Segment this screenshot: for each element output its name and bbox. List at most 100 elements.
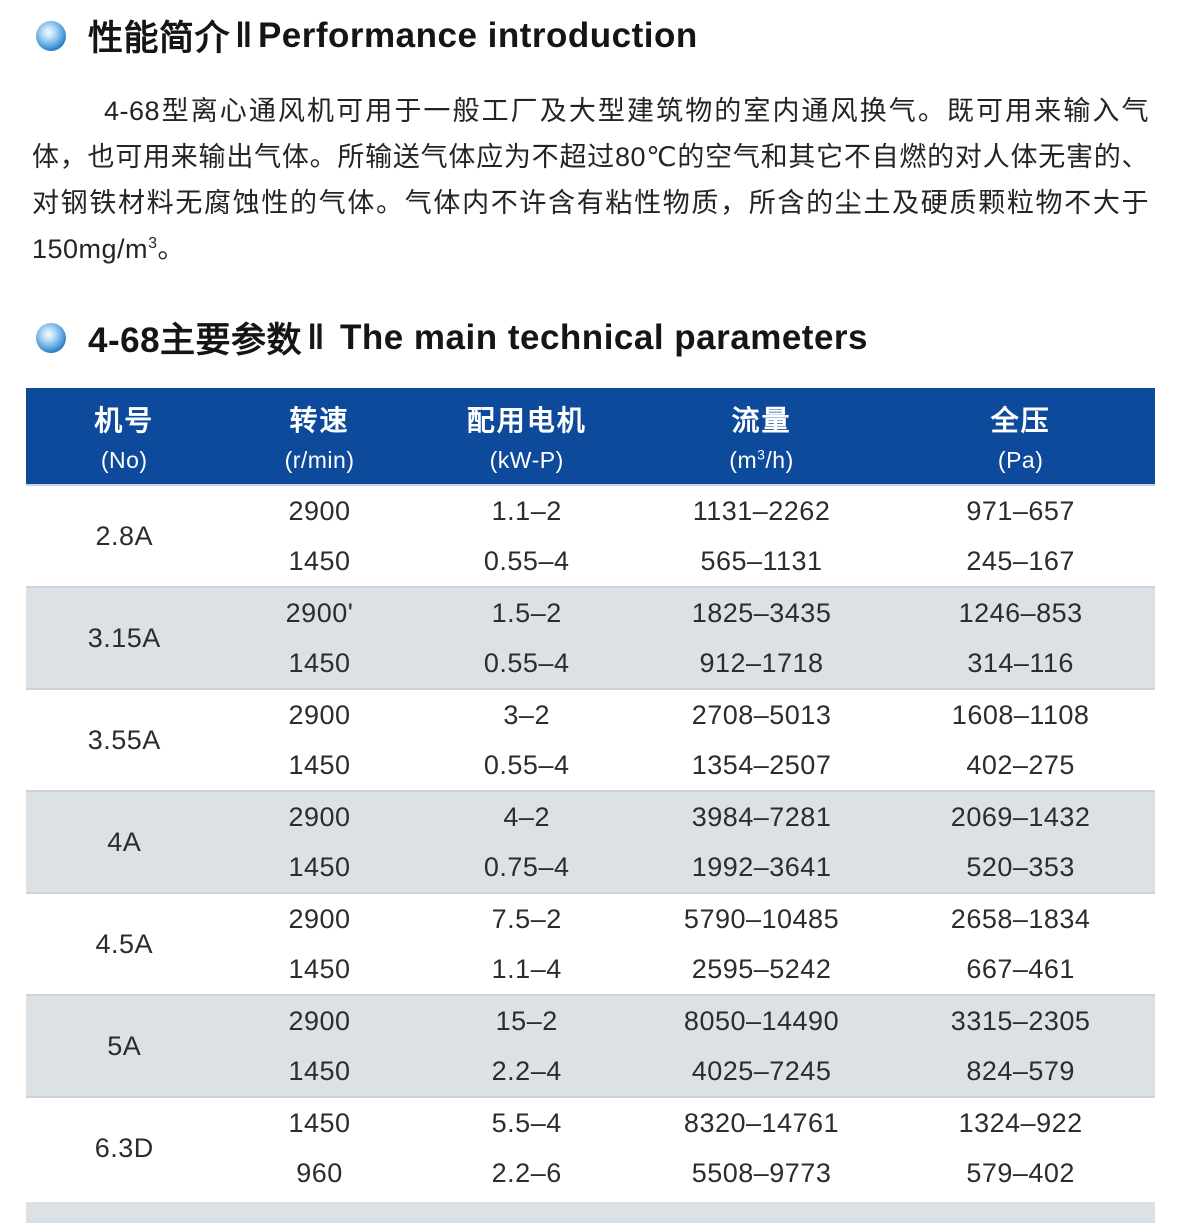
col-header-pressure: 全压 (Pa) bbox=[886, 388, 1155, 485]
motor-cell: 15–2 bbox=[416, 994, 637, 1046]
parameters-table: 机号 (No) 转速 (r/min) 配用电机 (kW-P) 流量 (m3/h)… bbox=[26, 388, 1155, 1199]
motor-cell: 0.55–4 bbox=[483, 545, 570, 576]
flow-cell: 2595–5242 bbox=[691, 953, 832, 984]
motor-cell: 2.2–4 bbox=[416, 1046, 637, 1097]
partial-next-row-strip bbox=[26, 1202, 1155, 1223]
model-cell: 4.5A bbox=[26, 892, 223, 995]
section-header-parameters: 4-68主要参数 ‖ The main technical parameters bbox=[36, 312, 1181, 363]
table-row: 4.5A 2900 7.5–2 5790–10485 2658–1834 bbox=[26, 892, 1155, 995]
flow-cell: 8050–14490 bbox=[636, 994, 887, 1046]
flow-cell: 5508–9773 bbox=[691, 1158, 832, 1188]
speed-cell: 2900 bbox=[222, 892, 417, 944]
table-row: 3.55A 2900 3–2 2708–5013 1608–1108 bbox=[26, 688, 1155, 791]
pressure-cell: 1608–1108 bbox=[886, 688, 1155, 740]
double-bar-separator: ‖ bbox=[235, 15, 253, 55]
pressure-cell: 1324–922 bbox=[886, 1096, 1155, 1148]
table-row: 1450 1.1–4 2595–5242 667–461 bbox=[26, 944, 1155, 995]
pressure-cell: 402–275 bbox=[966, 749, 1075, 780]
col-unit: (No) bbox=[100, 446, 148, 473]
table-row: 4A 2900 4–2 3984–7281 2069–1432 bbox=[26, 790, 1155, 893]
pressure-cell: 520–353 bbox=[886, 842, 1155, 893]
col-header-speed: 转速 (r/min) bbox=[222, 388, 417, 485]
table-header: 机号 (No) 转速 (r/min) 配用电机 (kW-P) 流量 (m3/h)… bbox=[26, 388, 1155, 485]
pressure-cell: 579–402 bbox=[966, 1158, 1075, 1188]
table-row: 1450 0.75–4 1992–3641 520–353 bbox=[26, 842, 1155, 893]
intro-superscript: 3 bbox=[148, 235, 158, 252]
bullet-icon bbox=[36, 322, 66, 353]
bullet-icon bbox=[36, 20, 66, 51]
motor-cell: 5.5–4 bbox=[416, 1096, 637, 1148]
section-title-en: The main technical parameters bbox=[339, 317, 869, 357]
speed-cell: 1450 bbox=[288, 953, 351, 984]
model-cell: 6.3D bbox=[26, 1096, 223, 1199]
motor-cell: 0.75–4 bbox=[416, 842, 637, 893]
speed-cell: 2900 bbox=[222, 994, 417, 1046]
pressure-cell: 667–461 bbox=[966, 953, 1075, 984]
model-cell: 3.55A bbox=[26, 688, 223, 791]
col-label: 流量 bbox=[731, 404, 792, 436]
speed-cell: 2900 bbox=[222, 688, 417, 740]
table-header-row: 机号 (No) 转速 (r/min) 配用电机 (kW-P) 流量 (m3/h)… bbox=[26, 388, 1155, 485]
flow-cell: 5790–10485 bbox=[636, 892, 887, 944]
pressure-cell: 2658–1834 bbox=[886, 892, 1155, 944]
col-header-no: 机号 (No) bbox=[26, 388, 223, 485]
motor-cell: 1.1–2 bbox=[416, 484, 637, 536]
flow-cell: 1825–3435 bbox=[636, 586, 887, 638]
intro-tail: 。 bbox=[157, 234, 185, 264]
pressure-cell: 824–579 bbox=[886, 1046, 1155, 1097]
speed-cell: 1450 bbox=[222, 842, 417, 893]
col-label: 转速 bbox=[289, 404, 350, 436]
speed-cell: 1450 bbox=[288, 545, 351, 576]
flow-cell: 1992–3641 bbox=[636, 842, 887, 893]
col-unit: (m3/h) bbox=[729, 445, 794, 473]
col-unit: (r/min) bbox=[284, 446, 355, 473]
flow-cell: 1354–2507 bbox=[691, 749, 832, 780]
col-header-motor: 配用电机 (kW-P) bbox=[416, 388, 637, 485]
col-header-flow: 流量 (m3/h) bbox=[636, 388, 887, 485]
intro-paragraph: 4-68型离心通风机可用于一般工厂及大型建筑物的室内通风换气。既可用来输入气体，… bbox=[32, 88, 1149, 272]
section-header-performance: 性能简介 ‖ Performance introduction bbox=[36, 10, 1181, 61]
motor-cell: 1.1–4 bbox=[491, 953, 562, 984]
table-body: 2.8A 2900 1.1–2 1131–2262 971–657 1450 0.55–4 5… bbox=[26, 484, 1155, 1199]
section-title: 性能简介 ‖ Performance introduction bbox=[88, 10, 698, 61]
col-label: 配用电机 bbox=[466, 404, 587, 436]
motor-cell: 0.55–4 bbox=[416, 638, 637, 689]
pressure-cell: 2069–1432 bbox=[886, 790, 1155, 842]
col-unit: (Pa) bbox=[997, 446, 1044, 473]
speed-cell: 2900 bbox=[222, 484, 417, 536]
flow-cell: 1131–2262 bbox=[636, 484, 887, 536]
speed-cell: 1450 bbox=[222, 1096, 417, 1148]
motor-cell: 4–2 bbox=[416, 790, 637, 842]
flow-cell: 3984–7281 bbox=[636, 790, 887, 842]
motor-cell: 2.2–6 bbox=[491, 1158, 562, 1188]
flow-cell: 912–1718 bbox=[636, 638, 887, 689]
table-row: 5A 2900 15–2 8050–14490 3315–2305 bbox=[26, 994, 1155, 1097]
pressure-cell: 245–167 bbox=[966, 545, 1075, 576]
flow-cell: 2708–5013 bbox=[636, 688, 887, 740]
col-label: 全压 bbox=[990, 404, 1051, 436]
motor-cell: 1.5–2 bbox=[416, 586, 637, 638]
pressure-cell: 3315–2305 bbox=[886, 994, 1155, 1046]
section-title-cn: 性能简介 bbox=[88, 19, 231, 58]
table-row: 6.3D 1450 5.5–4 8320–14761 1324–922 bbox=[26, 1096, 1155, 1199]
section-title: 4-68主要参数 ‖ The main technical parameters bbox=[88, 312, 868, 363]
section-title-en: Performance introduction bbox=[257, 15, 698, 55]
intro-text: 4-68型离心通风机可用于一般工厂及大型建筑物的室内通风换气。既可用来输入气体，… bbox=[32, 96, 1149, 264]
section-title-cn: 4-68主要参数 bbox=[88, 321, 303, 360]
double-bar-separator: ‖ bbox=[307, 317, 325, 357]
table-row: 2.8A 2900 1.1–2 1131–2262 971–657 bbox=[26, 484, 1155, 587]
table-row: 1450 0.55–4 1354–2507 402–275 bbox=[26, 740, 1155, 791]
model-cell: 4A bbox=[26, 790, 223, 893]
pressure-cell: 971–657 bbox=[886, 484, 1155, 536]
table-row: 3.15A 2900' 1.5–2 1825–3435 1246–853 bbox=[26, 586, 1155, 689]
model-cell: 2.8A bbox=[26, 484, 223, 587]
table-row: 1450 0.55–4 565–1131 245–167 bbox=[26, 536, 1155, 587]
flow-cell: 565–1131 bbox=[700, 545, 823, 576]
speed-cell: 2900' bbox=[222, 586, 417, 638]
speed-cell: 960 bbox=[296, 1158, 343, 1188]
table-row: 960 2.2–6 5508–9773 579–402 bbox=[26, 1148, 1155, 1199]
motor-cell: 7.5–2 bbox=[416, 892, 637, 944]
pressure-cell: 1246–853 bbox=[886, 586, 1155, 638]
speed-cell: 1450 bbox=[288, 749, 351, 780]
